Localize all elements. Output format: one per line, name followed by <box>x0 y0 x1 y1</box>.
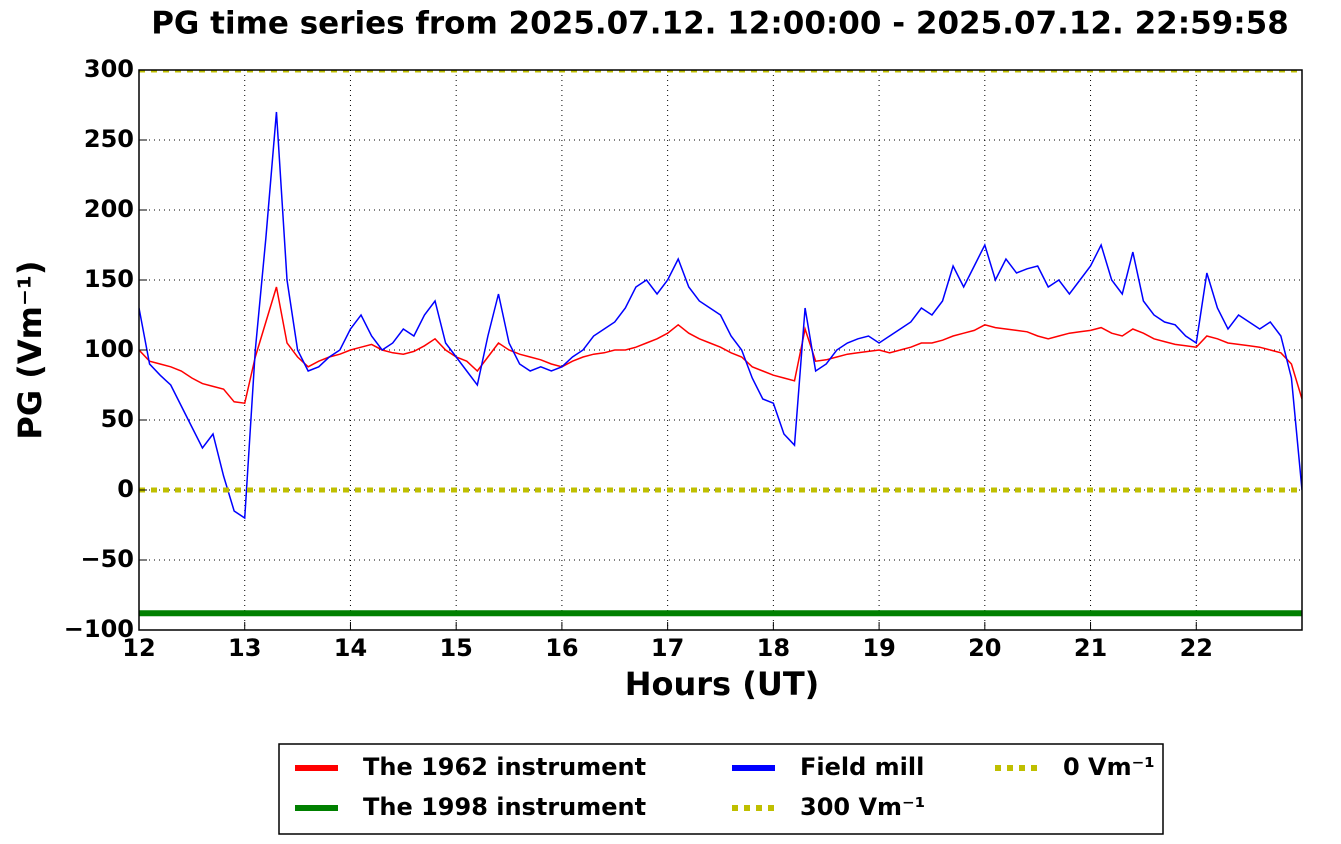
x-tick-label: 22 <box>1180 634 1213 662</box>
x-tick-label: 18 <box>757 634 790 662</box>
x-tick-label: 13 <box>228 634 261 662</box>
legend-label: 300 Vm⁻¹ <box>800 793 925 821</box>
x-axis-label: Hours (UT) <box>625 665 820 703</box>
y-tick-label: −50 <box>80 545 134 573</box>
y-axis-label: PG (Vm⁻¹) <box>11 260 49 439</box>
x-tick-label: 19 <box>862 634 895 662</box>
x-tick-label: 21 <box>1074 634 1107 662</box>
plot-lines <box>139 70 1302 617</box>
y-tick-label: 50 <box>101 405 134 433</box>
x-tick-label: 20 <box>968 634 1001 662</box>
x-tick-label: 14 <box>334 634 367 662</box>
x-tick-label: 16 <box>545 634 578 662</box>
ticks: 12 13 14 15 16 17 18 19 20 21 22 −100 −50 0 50 100 150 20… <box>64 55 1213 662</box>
y-tick-label: 300 <box>84 55 134 83</box>
series-line <box>139 111 1302 520</box>
chart-title: PG time series from 2025.07.12. 12:00:00… <box>151 6 1289 42</box>
y-tick-label: 0 <box>117 475 134 503</box>
legend: The 1962 instrument The 1998 instrument Fi… <box>295 753 1155 821</box>
legend-label: The 1962 instrument <box>363 753 646 781</box>
y-tick-label: 150 <box>84 265 134 293</box>
legend-box <box>278 743 1164 835</box>
grid <box>138 69 1302 631</box>
y-tick-label: 100 <box>84 335 134 363</box>
y-tick-label: −100 <box>64 615 134 643</box>
y-tick-label: 250 <box>84 125 134 153</box>
y-tick-label: 200 <box>84 195 134 223</box>
legend-label: The 1998 instrument <box>363 793 646 821</box>
legend-label: 0 Vm⁻¹ <box>1063 753 1155 781</box>
x-tick-label: 12 <box>122 634 155 662</box>
plot-frame <box>138 69 1303 631</box>
x-tick-label: 15 <box>439 634 472 662</box>
series-line <box>139 286 1302 405</box>
x-tick-label: 17 <box>651 634 684 662</box>
legend-label: Field mill <box>800 753 924 781</box>
